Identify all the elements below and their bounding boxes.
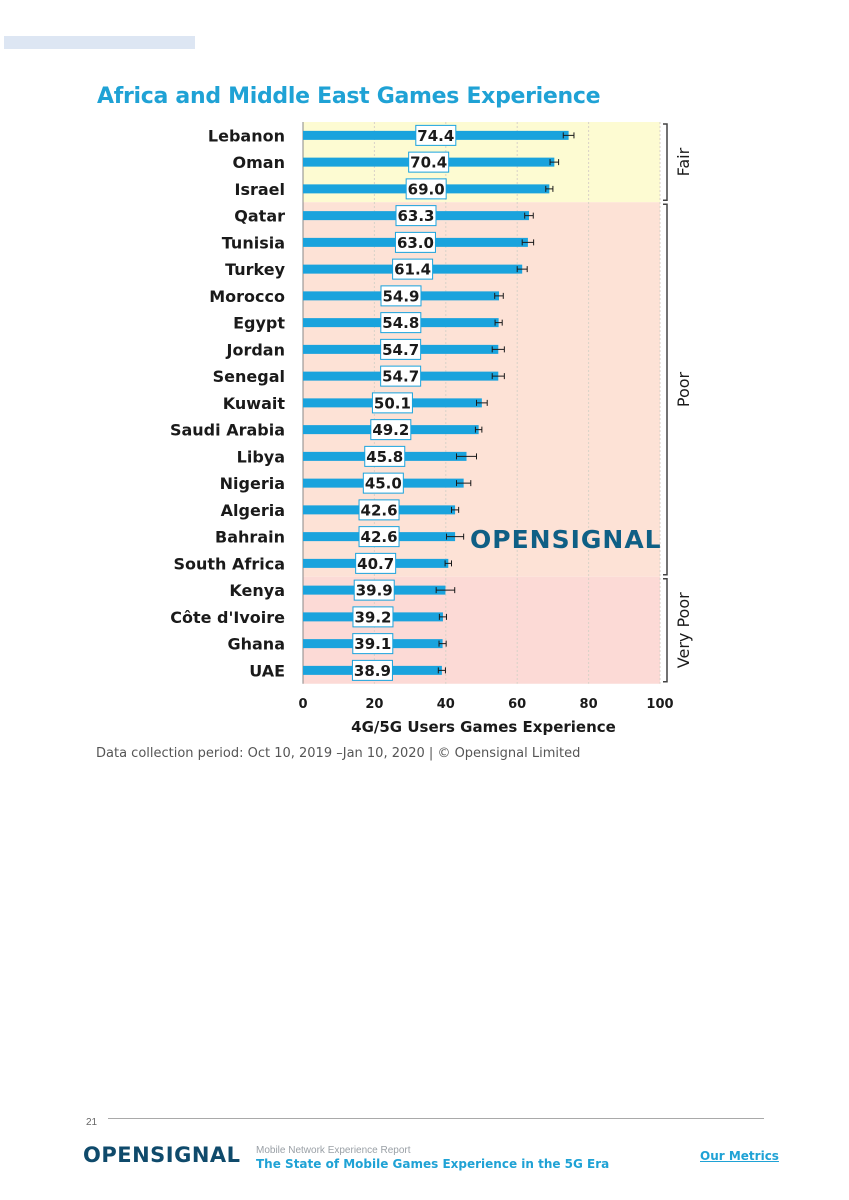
- value-label-box: [358, 526, 400, 548]
- value-label-box: [364, 445, 406, 467]
- value-label: 54.8: [382, 314, 419, 332]
- value-label: 50.1: [374, 394, 411, 412]
- value-label: 39.1: [354, 635, 391, 653]
- value-label: 49.2: [372, 421, 409, 439]
- value-label: 74.4: [417, 127, 454, 145]
- x-axis-label: 4G/5G Users Games Experience: [351, 718, 616, 736]
- category-label: Israel: [235, 180, 286, 199]
- page-number: 21: [86, 1117, 98, 1128]
- band-label: Poor: [674, 371, 693, 407]
- watermark-text: OPENSIGNAL: [470, 525, 662, 554]
- value-label-box: [415, 124, 457, 146]
- value-label-box: [394, 231, 436, 253]
- value-label: 40.7: [357, 555, 394, 573]
- category-label: Senegal: [213, 367, 285, 386]
- value-label: 61.4: [394, 261, 431, 279]
- value-label: 70.4: [410, 154, 447, 172]
- value-label-box: [380, 365, 422, 387]
- value-label-box: [352, 633, 394, 655]
- our-metrics-link[interactable]: Our Metrics: [700, 1149, 779, 1163]
- category-label: Saudi Arabia: [170, 421, 285, 440]
- footer-logo: OPENSIGNAL: [83, 1143, 241, 1167]
- value-label: 54.7: [382, 368, 419, 386]
- chart-title: Africa and Middle East Games Experience: [97, 84, 601, 109]
- top-decor-bar: [4, 36, 195, 49]
- value-label: 38.9: [354, 662, 391, 680]
- category-label: UAE: [249, 661, 285, 680]
- category-label: Oman: [233, 153, 285, 172]
- category-label: South Africa: [173, 554, 285, 573]
- value-label-box: [371, 392, 413, 414]
- value-label: 54.9: [382, 287, 419, 305]
- band-bracket: [663, 123, 668, 201]
- value-label: 45.0: [365, 475, 402, 493]
- band-bracket: [663, 203, 668, 576]
- category-label: Egypt: [233, 314, 285, 333]
- category-label: Turkey: [225, 260, 286, 279]
- value-label: 39.9: [356, 582, 393, 600]
- value-label-box: [352, 606, 394, 628]
- value-label: 63.3: [397, 207, 434, 225]
- category-label: Kenya: [229, 581, 285, 600]
- category-label: Libya: [237, 447, 285, 466]
- category-label: Morocco: [209, 287, 285, 306]
- value-label-box: [362, 472, 404, 494]
- footer-report-label: Mobile Network Experience Report: [256, 1145, 411, 1156]
- footer-divider: [108, 1118, 764, 1119]
- value-label-box: [395, 205, 437, 227]
- value-label-box: [353, 579, 395, 601]
- value-label: 63.0: [397, 234, 434, 252]
- value-label-box: [358, 499, 400, 521]
- category-label: Algeria: [221, 501, 285, 520]
- value-label-box: [392, 258, 434, 280]
- band-bracket: [663, 578, 668, 683]
- value-label: 54.7: [382, 341, 419, 359]
- x-tick-label: 40: [437, 697, 455, 712]
- category-label: Bahrain: [215, 528, 285, 547]
- value-label-box: [405, 178, 447, 200]
- value-label-box: [355, 552, 397, 574]
- category-label: Ghana: [227, 635, 285, 654]
- bar-chart: OPENSIGNAL Lebanon 74.4 Oman 70.4 Israel 69.0 Q…: [170, 122, 693, 736]
- value-label: 69.0: [408, 180, 445, 198]
- category-label: Tunisia: [222, 233, 285, 252]
- x-tick-label: 20: [365, 697, 383, 712]
- value-label: 42.6: [361, 501, 398, 519]
- x-tick-label: 80: [580, 697, 598, 712]
- category-label: Nigeria: [220, 474, 285, 493]
- value-label: 42.6: [361, 528, 398, 546]
- band-label: Very Poor: [674, 592, 693, 668]
- value-label-box: [380, 338, 422, 360]
- data-collection-caption: Data collection period: Oct 10, 2019 –Ja…: [96, 746, 581, 761]
- category-label: Qatar: [234, 207, 285, 226]
- value-label: 45.8: [366, 448, 403, 466]
- category-label: Lebanon: [208, 126, 285, 145]
- value-label-box: [380, 285, 422, 307]
- category-label: Kuwait: [223, 394, 286, 413]
- x-tick-label: 0: [298, 697, 307, 712]
- value-label-box: [351, 659, 393, 681]
- value-label: 39.2: [354, 608, 391, 626]
- footer-report-title: The State of Mobile Games Experience in …: [256, 1157, 610, 1171]
- value-label-box: [370, 419, 412, 441]
- band-1: [303, 202, 660, 577]
- band-label: Fair: [674, 147, 693, 176]
- x-tick-label: 60: [508, 697, 526, 712]
- value-label-box: [408, 151, 450, 173]
- category-label: Jordan: [226, 340, 285, 359]
- x-tick-label: 100: [646, 697, 673, 712]
- category-label: Côte d'Ivoire: [170, 608, 285, 627]
- value-label-box: [380, 312, 422, 334]
